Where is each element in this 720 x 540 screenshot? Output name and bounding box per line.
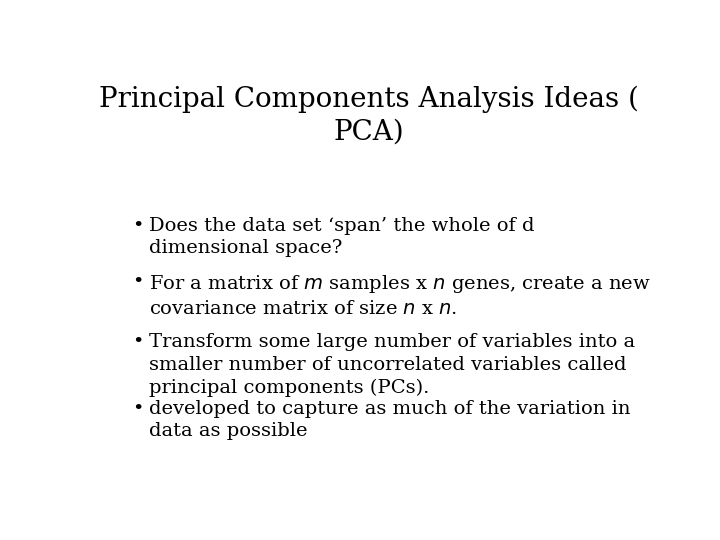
Text: •: • — [132, 217, 143, 234]
Text: •: • — [132, 400, 143, 417]
Text: For a matrix of $m$ samples x $n$ genes, create a new
covariance matrix of size : For a matrix of $m$ samples x $n$ genes,… — [148, 273, 650, 318]
Text: •: • — [132, 273, 143, 291]
Text: developed to capture as much of the variation in
data as possible: developed to capture as much of the vari… — [148, 400, 630, 441]
Text: Does the data set ‘span’ the whole of d
dimensional space?: Does the data set ‘span’ the whole of d … — [148, 217, 534, 258]
Text: Principal Components Analysis Ideas (
PCA): Principal Components Analysis Ideas ( PC… — [99, 85, 639, 145]
Text: Transform some large number of variables into a
smaller number of uncorrelated v: Transform some large number of variables… — [148, 333, 635, 397]
Text: •: • — [132, 333, 143, 351]
